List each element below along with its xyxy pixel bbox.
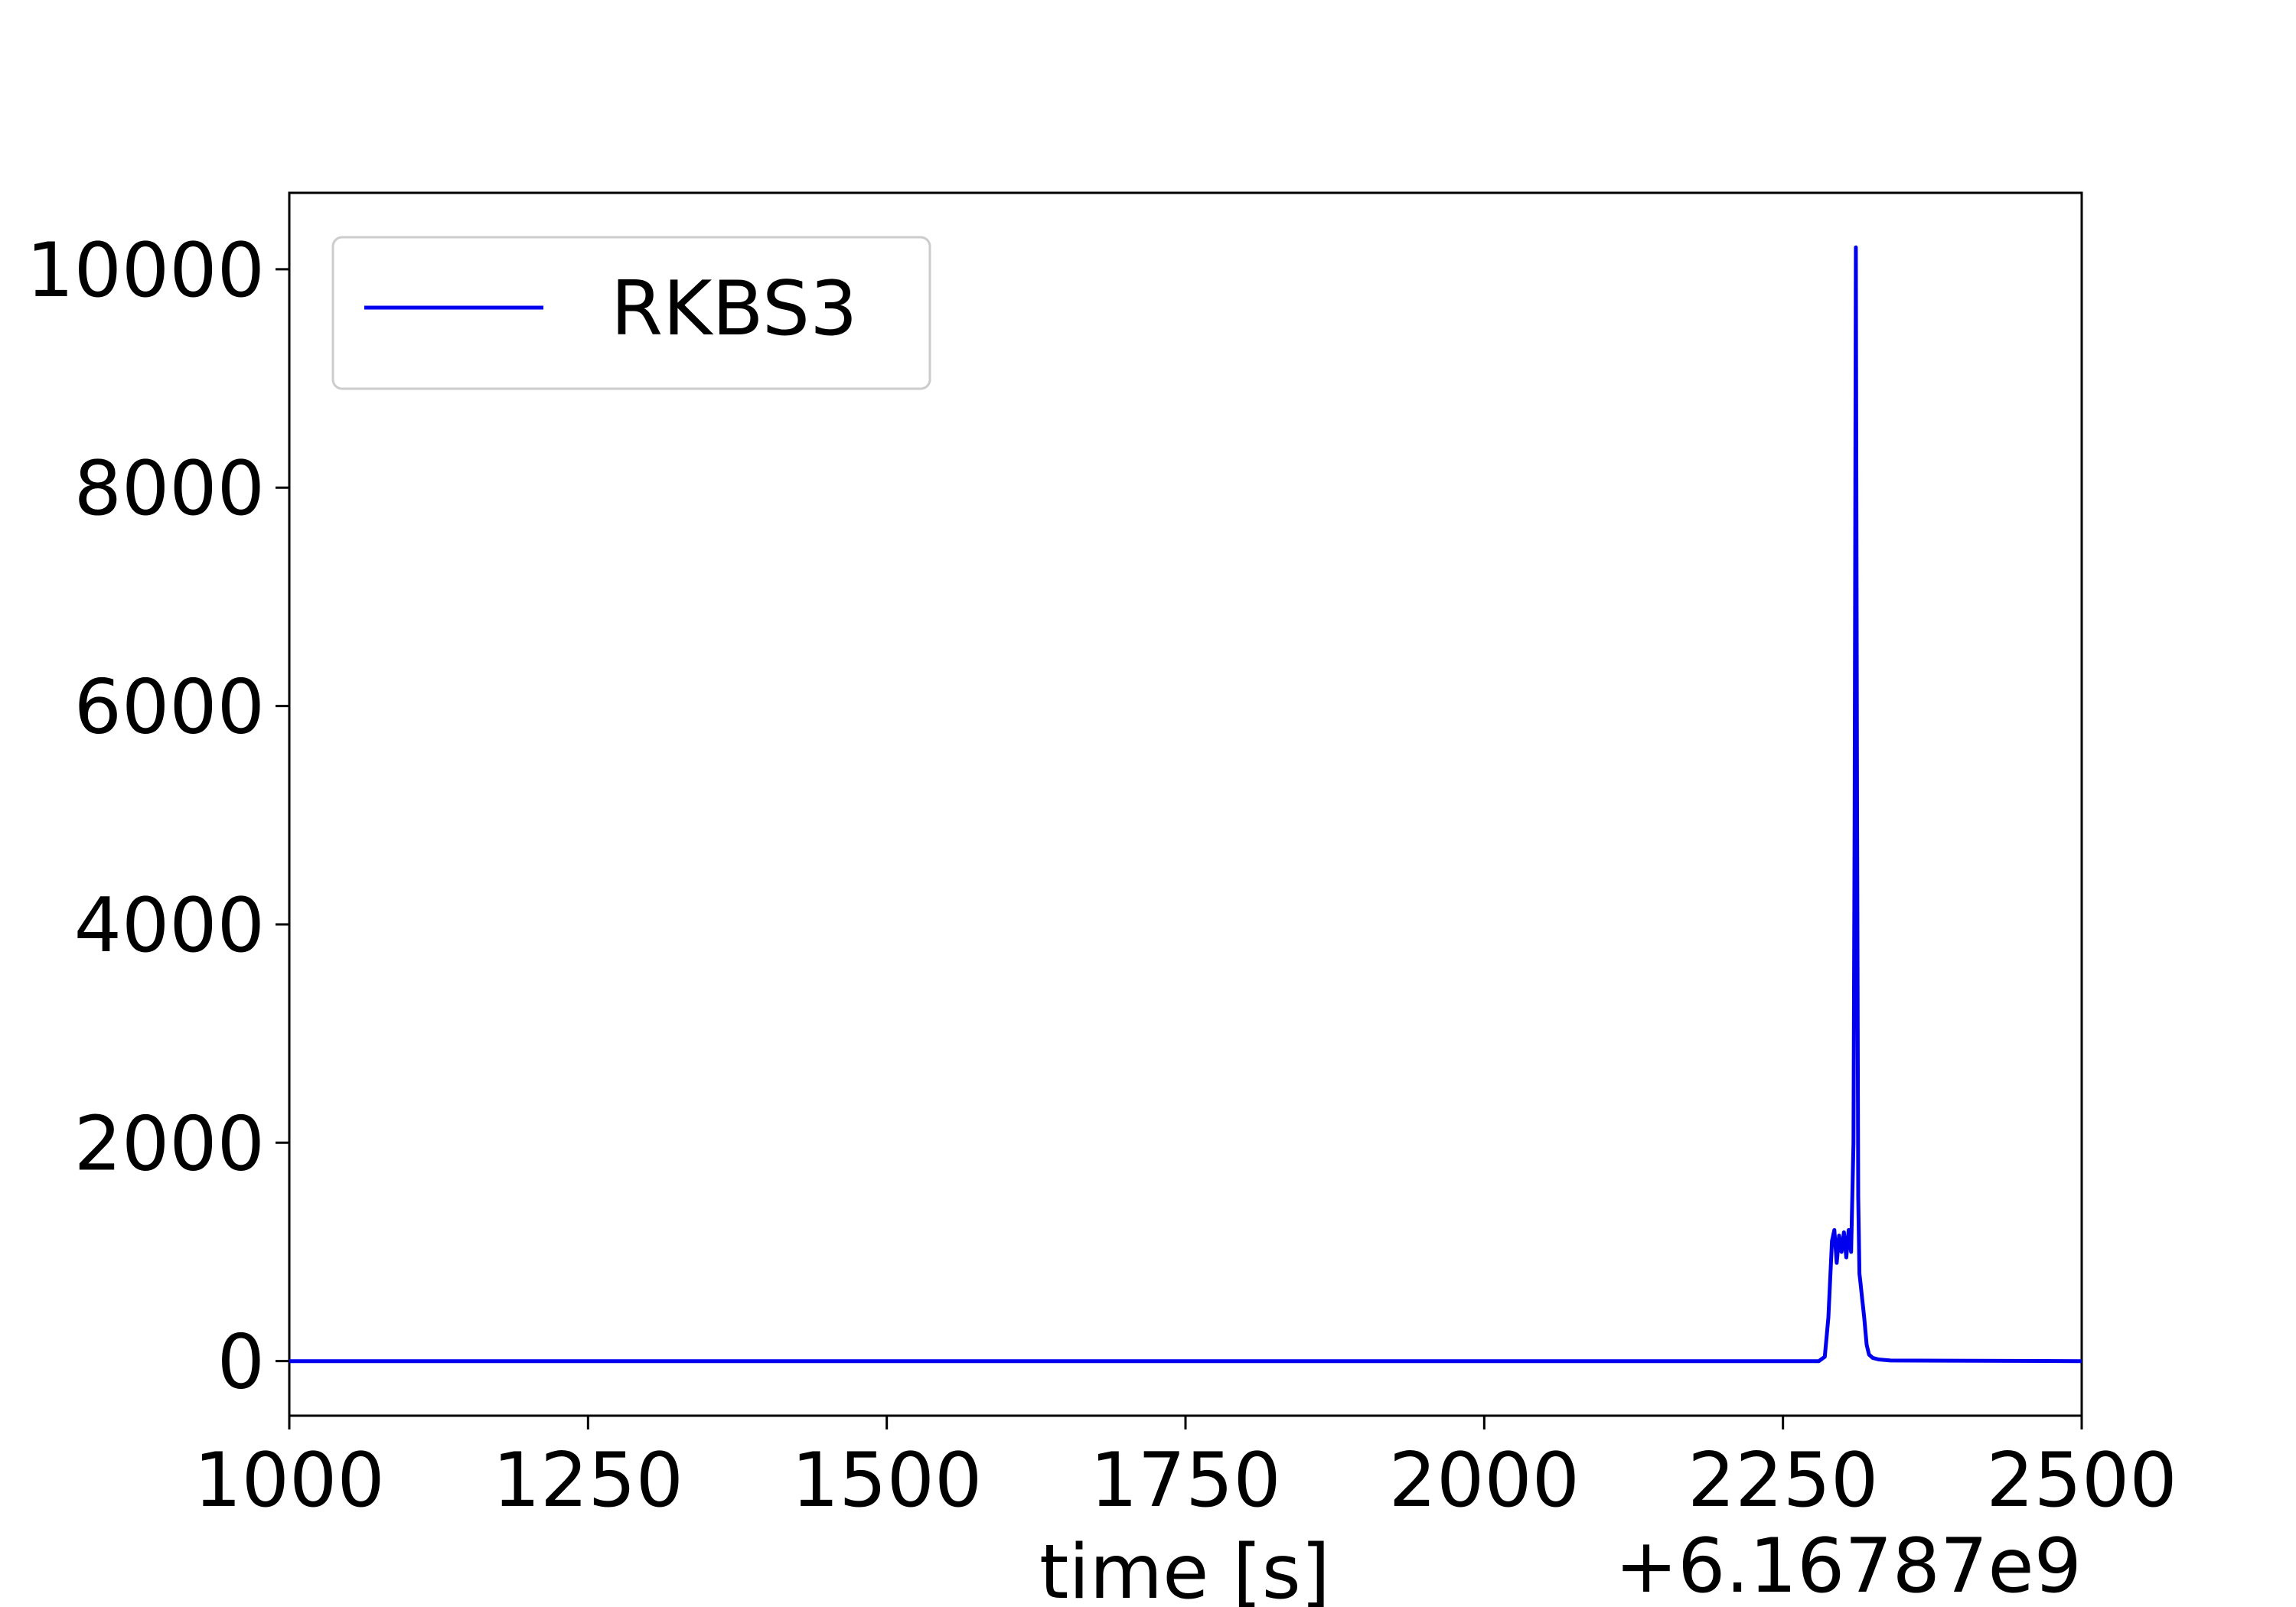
- y-tick-label: 10000: [26, 227, 265, 315]
- y-tick-label: 4000: [74, 882, 265, 970]
- y-tick-label: 6000: [74, 664, 265, 751]
- legend-label-rkbs3: RKBS3: [611, 266, 857, 353]
- y-tick-label: 0: [217, 1319, 265, 1407]
- x-axis-label: time [s]: [1039, 1529, 1330, 1607]
- x-tick-label: 1000: [194, 1437, 384, 1524]
- y-tick-label: 8000: [74, 445, 265, 533]
- x-tick-label: 1750: [1090, 1437, 1280, 1524]
- plot-area: 1000 1250 1500 1750 2000 2250 2500 0 2000 4000 60…: [26, 191, 2177, 1524]
- x-tick-label: 2250: [1688, 1437, 1878, 1524]
- x-tick-label: 1500: [791, 1437, 982, 1524]
- x-tick-label: 2000: [1389, 1437, 1580, 1524]
- legend-box: [331, 236, 931, 390]
- x-tick-label: 2500: [1986, 1437, 2177, 1524]
- x-tick-label: 1250: [493, 1437, 683, 1524]
- series-line-rkbs3: [289, 245, 2082, 1364]
- y-tick-label: 2000: [74, 1100, 265, 1188]
- legend: RKBS3: [331, 236, 931, 390]
- y-axis-ticks: 0 2000 4000 6000 8000 10000: [26, 227, 289, 1407]
- series-group: [289, 245, 2082, 1364]
- x-axis-ticks: 1000 1250 1500 1750 2000 2250 2500: [194, 1416, 2177, 1524]
- x-axis-offset-label: +6.16787e9: [1615, 1523, 2082, 1607]
